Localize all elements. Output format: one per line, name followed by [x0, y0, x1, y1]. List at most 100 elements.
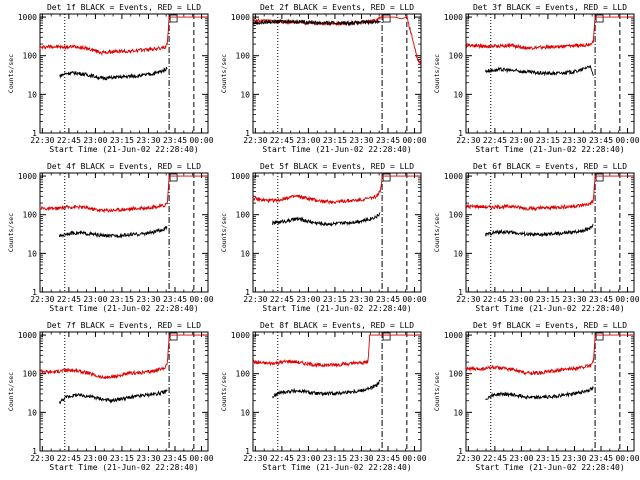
y-axis-label: Counts/sec	[7, 372, 15, 411]
x-tick-label: 23:15	[323, 454, 347, 463]
y-tick-label: 10	[453, 408, 463, 417]
series-line-lld	[39, 175, 208, 213]
y-tick-label: 100	[236, 370, 251, 379]
x-tick-label: 23:00	[509, 136, 533, 145]
plot-frame	[465, 13, 635, 134]
series-line-lld	[465, 175, 634, 212]
saturation-flag-icon	[169, 332, 178, 341]
plot-frame	[39, 331, 209, 452]
y-axis-label: Counts/sec	[7, 54, 15, 93]
y-axis-label: Counts/sec	[7, 213, 15, 252]
x-tick-label: 23:00	[83, 454, 107, 463]
series-line-lld	[252, 334, 421, 369]
y-tick-label: 10	[27, 90, 37, 99]
x-tick-label: 22:30	[456, 136, 480, 145]
x-tick-label: 23:30	[136, 295, 160, 304]
y-axis-label: Counts/sec	[433, 54, 441, 93]
y-tick-label: 100	[236, 52, 251, 61]
x-axis-label: Start Time (21-Jun-02 22:28:40)	[262, 145, 411, 154]
x-tick-label: 23:00	[509, 295, 533, 304]
panel-title: Det 2f BLACK = Events, RED = LLD	[260, 3, 414, 12]
detector-panel-1: Det 1f BLACK = Events, RED = LLD Counts/s…	[7, 3, 214, 154]
x-tick-label: 22:30	[30, 295, 54, 304]
plot-frame	[252, 331, 422, 452]
y-tick-label: 1	[32, 288, 37, 297]
x-tick-label: 23:30	[562, 295, 586, 304]
x-tick-label: 22:30	[243, 295, 267, 304]
series-line-events	[59, 389, 168, 404]
y-tick-label: 1000	[444, 13, 463, 22]
x-tick-label: 23:15	[110, 454, 134, 463]
plot-frame	[39, 13, 209, 134]
x-tick-label: 00:00	[189, 295, 213, 304]
series-line-lld	[465, 16, 634, 51]
x-axis-label: Start Time (21-Jun-02 22:28:40)	[49, 463, 198, 472]
x-tick-label: 23:45	[589, 295, 613, 304]
x-tick-label: 23:30	[562, 136, 586, 145]
x-tick-label: 22:30	[456, 295, 480, 304]
y-tick-label: 1	[458, 447, 463, 456]
panel-title: Det 8f BLACK = Events, RED = LLD	[260, 321, 414, 330]
panel-title: Det 6f BLACK = Events, RED = LLD	[473, 162, 627, 171]
series-line-lld	[465, 334, 634, 376]
saturation-flag-icon	[382, 14, 391, 23]
x-tick-label: 23:45	[589, 136, 613, 145]
x-tick-label: 00:00	[402, 295, 426, 304]
x-tick-label: 22:30	[30, 454, 54, 463]
y-tick-label: 100	[449, 370, 464, 379]
y-tick-label: 1000	[444, 172, 463, 181]
y-axis-label: Counts/sec	[433, 372, 441, 411]
x-tick-label: 00:00	[615, 454, 639, 463]
x-tick-label: 22:45	[270, 295, 294, 304]
x-axis-label: Start Time (21-Jun-02 22:28:40)	[49, 145, 198, 154]
y-tick-label: 100	[449, 52, 464, 61]
y-tick-label: 100	[23, 370, 38, 379]
detector-panel-8: Det 8f BLACK = Events, RED = LLD Counts/s…	[220, 321, 427, 472]
plot-frame	[39, 172, 209, 293]
plot-frame	[252, 13, 422, 134]
x-tick-label: 22:30	[30, 136, 54, 145]
detector-panel-7: Det 7f BLACK = Events, RED = LLD Counts/s…	[7, 321, 214, 472]
x-axis-label: Start Time (21-Jun-02 22:28:40)	[262, 463, 411, 472]
x-tick-label: 23:15	[536, 136, 560, 145]
x-tick-label: 22:45	[483, 136, 507, 145]
x-tick-label: 23:30	[349, 295, 373, 304]
detector-panel-3: Det 3f BLACK = Events, RED = LLD Counts/s…	[433, 3, 640, 154]
saturation-flag-icon	[595, 332, 604, 341]
y-tick-label: 100	[23, 211, 38, 220]
series-line-lld	[39, 16, 208, 57]
detector-panel-9: Det 9f BLACK = Events, RED = LLD Counts/s…	[433, 321, 640, 472]
x-tick-label: 23:45	[376, 136, 400, 145]
x-tick-label: 22:30	[243, 454, 267, 463]
series-line-events	[59, 226, 168, 239]
series-line-events	[485, 223, 594, 238]
y-tick-label: 1000	[231, 13, 250, 22]
plot-frame	[252, 172, 422, 293]
saturation-flag-icon	[169, 14, 178, 23]
x-tick-label: 23:00	[296, 136, 320, 145]
series-line-events	[485, 65, 594, 77]
series-line-events	[485, 385, 594, 401]
x-tick-label: 22:45	[57, 454, 81, 463]
y-tick-label: 1	[245, 129, 250, 138]
panel-title: Det 5f BLACK = Events, RED = LLD	[260, 162, 414, 171]
x-axis-label: Start Time (21-Jun-02 22:28:40)	[475, 463, 624, 472]
y-tick-label: 1	[32, 129, 37, 138]
x-tick-label: 00:00	[189, 136, 213, 145]
x-tick-label: 23:15	[110, 136, 134, 145]
x-tick-label: 23:00	[83, 295, 107, 304]
x-tick-label: 22:30	[243, 136, 267, 145]
x-tick-label: 23:30	[136, 136, 160, 145]
series-line-lld	[39, 334, 208, 380]
x-tick-label: 23:15	[536, 454, 560, 463]
detector-panel-6: Det 6f BLACK = Events, RED = LLD Counts/s…	[433, 162, 640, 313]
x-tick-label: 22:45	[57, 295, 81, 304]
x-tick-label: 22:45	[483, 295, 507, 304]
y-tick-label: 1	[245, 288, 250, 297]
x-axis-label: Start Time (21-Jun-02 22:28:40)	[475, 145, 624, 154]
y-tick-label: 1000	[231, 172, 250, 181]
x-tick-label: 22:45	[483, 454, 507, 463]
plot-frame	[465, 331, 635, 452]
x-tick-label: 00:00	[402, 454, 426, 463]
x-tick-label: 00:00	[615, 295, 639, 304]
